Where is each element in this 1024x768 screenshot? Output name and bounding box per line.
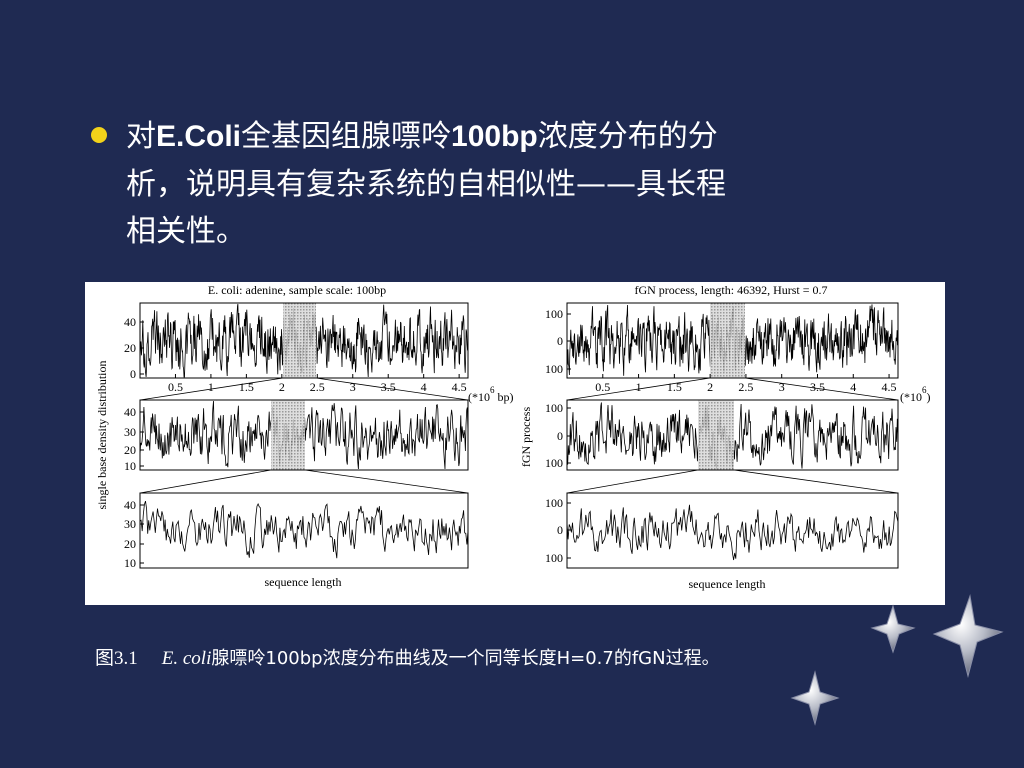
zoom-connector <box>139 469 272 494</box>
text: 100bp <box>451 120 538 153</box>
zoom-connector <box>304 469 469 494</box>
y-tick-label: 40 <box>124 405 136 419</box>
zoom-connector <box>744 377 899 401</box>
star <box>870 604 916 654</box>
zoom-region <box>698 400 734 470</box>
x-tick-label: 4.5 <box>882 380 897 394</box>
y-tick-label: 100 <box>545 307 563 321</box>
x-tick-label: 1.5 <box>239 380 254 394</box>
signal <box>566 504 899 561</box>
x-tick-label: 3 <box>779 380 785 394</box>
zoom-connector <box>139 377 284 401</box>
text: 图3.1 <box>95 648 138 669</box>
y-tick-label: 40 <box>124 315 136 329</box>
x-tick-label: 4 <box>850 380 856 394</box>
star <box>932 594 1004 678</box>
text: ) <box>927 390 931 404</box>
figure-content: E. coli: adenine, sample scale: 100bp seq… <box>95 283 931 591</box>
plot-frame <box>139 492 469 569</box>
x-tick-label: 1 <box>636 380 642 394</box>
x-tick-label: 3.5 <box>810 380 825 394</box>
y-tick-label: 0 <box>557 334 563 348</box>
x-tick-label: 2 <box>279 380 285 394</box>
zoom-connector <box>566 469 699 494</box>
y-tick-label: 30 <box>124 425 136 439</box>
bullet-dot <box>91 127 107 143</box>
zoom-connector <box>566 377 711 401</box>
text: (*10 <box>468 390 490 404</box>
y-tick-label: 100 <box>545 456 563 470</box>
axis-unit: (*106) <box>900 385 931 404</box>
plot-title: E. coli: adenine, sample scale: 100bp <box>208 283 386 297</box>
text: E.Coli <box>156 120 241 153</box>
y-axis-label: fGN process <box>519 407 533 468</box>
x-tick-label: 2.5 <box>738 380 753 394</box>
x-tick-label: 3 <box>350 380 356 394</box>
stars <box>790 594 1004 726</box>
bullet-line: 相关性。 <box>126 214 246 249</box>
bullet-line: 对E.Coli全基因组腺嘌呤100bp浓度分布的分 <box>126 119 718 154</box>
plot-frame <box>566 399 899 471</box>
zoom-connector <box>315 377 469 401</box>
x-tick-label: 1 <box>208 380 214 394</box>
y-tick-label: 0 <box>557 429 563 443</box>
y-tick-label: 10 <box>124 459 136 473</box>
signal <box>139 500 469 559</box>
text: 腺嘌呤100bp浓度分布曲线及一个同等长度H=0.7的fGN过程。 <box>211 648 719 669</box>
plot-title: fGN process, length: 46392, Hurst = 0.7 <box>634 283 827 297</box>
x-tick-label: 0.5 <box>595 380 610 394</box>
text: 对 <box>126 119 156 154</box>
x-tick-label: 2.5 <box>310 380 325 394</box>
y-tick-label: 100 <box>545 496 563 510</box>
plot-frame <box>139 302 469 379</box>
y-tick-label: 20 <box>124 341 136 355</box>
y-tick-label: 20 <box>124 537 136 551</box>
x-axis-label: sequence length <box>265 575 342 589</box>
y-tick-label: 0 <box>130 367 136 381</box>
bullet-line: 析，说明具有复杂系统的自相似性——具长程 <box>126 167 726 202</box>
star <box>790 670 840 726</box>
x-tick-label: 3.5 <box>381 380 396 394</box>
zoom-region <box>283 303 316 378</box>
x-tick-label: 2 <box>707 380 713 394</box>
plot-frame <box>139 399 469 471</box>
zoom-region <box>710 303 745 378</box>
x-tick-label: 0.5 <box>168 380 183 394</box>
y-tick-label: 100 <box>545 401 563 415</box>
y-tick-label: 40 <box>124 498 136 512</box>
text: 浓度分布的分 <box>538 119 718 154</box>
y-axis-label: single base density distribution <box>95 361 109 510</box>
y-tick-label: 0 <box>557 523 563 537</box>
zoom-region <box>271 400 305 470</box>
y-tick-label: 10 <box>124 556 136 570</box>
y-tick-label: 100 <box>545 551 563 565</box>
axis-unit: (*106 bp) <box>468 385 514 404</box>
x-tick-label: 4.5 <box>452 380 467 394</box>
text: E. coli <box>161 648 212 669</box>
y-tick-label: 100 <box>545 362 563 376</box>
y-tick-label: 20 <box>124 443 136 457</box>
caption: 图3.1 E. coli腺嘌呤100bp浓度分布曲线及一个同等长度H=0.7的fG… <box>95 648 720 669</box>
x-tick-label: 4 <box>421 380 427 394</box>
text: 全基因组腺嘌呤 <box>241 119 451 154</box>
text: bp) <box>495 390 514 404</box>
x-tick-label: 1.5 <box>667 380 682 394</box>
x-axis-label: sequence length <box>689 577 766 591</box>
zoom-connector <box>733 469 899 494</box>
y-tick-label: 30 <box>124 517 136 531</box>
text: 6 <box>490 385 495 395</box>
text: (*10 <box>900 390 922 404</box>
text: 6 <box>922 385 927 395</box>
